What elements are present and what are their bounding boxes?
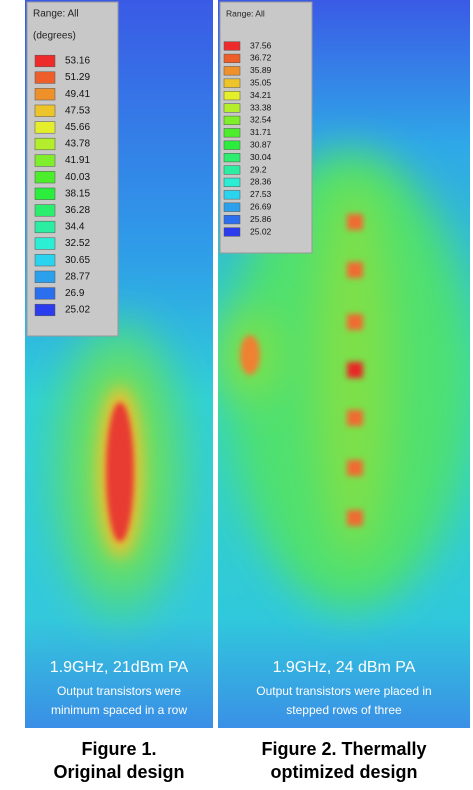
legend: Range: All 37.56 36.72 35.89 35.05 34.21 33.38… [219, 1, 313, 254]
legend-value: 27.53 [250, 189, 272, 199]
legend-swatch [223, 215, 241, 225]
legend-value: 32.52 [65, 238, 90, 249]
legend-value: 30.65 [65, 255, 90, 266]
legend-swatch [223, 177, 241, 187]
legend-swatch [223, 53, 241, 63]
legend-swatch [34, 88, 56, 101]
legend-swatch [223, 153, 241, 163]
legend-swatch [223, 190, 241, 200]
hot-spot [347, 214, 363, 230]
legend-swatch [223, 115, 241, 125]
legend-box [26, 1, 119, 337]
map-note: Output transistors were placed in [256, 684, 431, 698]
legend-swatch [34, 287, 56, 300]
legend-value: 41.91 [65, 155, 90, 166]
legend-swatch [223, 78, 241, 88]
legend-swatch [223, 140, 241, 150]
map-note: minimum spaced in a row [51, 703, 187, 717]
legend-value: 31.71 [250, 127, 272, 137]
legend-value: 30.87 [250, 139, 272, 149]
legend-value: 29.2 [250, 164, 267, 174]
legend-value: 34.4 [65, 222, 85, 233]
legend-swatch [34, 171, 56, 184]
legend-value: 36.28 [65, 205, 90, 216]
legend-value: 47.53 [65, 105, 90, 116]
legend-value: 43.78 [65, 139, 90, 150]
legend-swatch [223, 165, 241, 175]
legend-value: 26.9 [65, 288, 85, 299]
legend-value: 36.72 [250, 53, 272, 63]
hot-spot [347, 460, 363, 476]
legend-swatch [34, 220, 56, 234]
legend-swatch [223, 103, 241, 113]
legend-value: 25.86 [250, 214, 272, 224]
legend-value: 38.15 [65, 188, 90, 199]
legend: Range: All (degrees) 53.16 51.29 49.41 47.53 4… [26, 1, 119, 337]
hot-spot [347, 314, 363, 330]
legend-swatch [34, 237, 56, 250]
legend-swatch [223, 66, 241, 76]
legend-value: 28.36 [250, 177, 272, 187]
legend-unit: (degrees) [33, 31, 76, 42]
figure-caption: Figure 2. Thermally [261, 739, 426, 759]
figure-caption: optimized design [270, 762, 417, 782]
legend-swatch [34, 54, 56, 68]
legend-value: 25.02 [65, 305, 90, 316]
legend-swatch [34, 254, 56, 267]
legend-swatch [223, 227, 241, 237]
legend-value: 26.69 [250, 201, 272, 211]
legend-value: 32.54 [250, 115, 272, 125]
legend-swatch [223, 41, 241, 51]
map-heading: 1.9GHz, 21dBm PA [50, 659, 189, 676]
legend-value: 45.66 [65, 122, 90, 133]
legend-swatch [34, 154, 56, 167]
thermal-map-1 [25, 0, 213, 728]
legend-value: 49.41 [65, 89, 90, 100]
legend-value: 37.56 [250, 40, 272, 50]
legend-swatch [34, 104, 56, 117]
legend-value: 33.38 [250, 102, 272, 112]
hot-spot [347, 410, 363, 426]
legend-swatch [223, 202, 241, 212]
figure-caption: Figure 1. [81, 739, 156, 759]
legend-swatch [34, 121, 56, 134]
legend-swatch [34, 303, 56, 317]
legend-swatch [34, 204, 56, 217]
hot-spot [347, 362, 363, 378]
legend-range: Range: All [33, 9, 79, 20]
legend-value: 28.77 [65, 271, 90, 282]
legend-swatch [223, 128, 241, 138]
map-note: stepped rows of three [286, 703, 402, 717]
map-note: Output transistors were [57, 684, 181, 698]
legend-swatch [34, 270, 56, 283]
legend-value: 35.89 [250, 65, 272, 75]
hot-spot [347, 510, 363, 526]
legend-value: 51.29 [65, 72, 90, 83]
legend-value: 34.21 [250, 90, 272, 100]
legend-swatch [34, 137, 56, 151]
legend-value: 40.03 [65, 172, 90, 183]
legend-value: 25.02 [250, 226, 272, 236]
hot-spot [347, 262, 363, 278]
figure-caption: Original design [53, 762, 184, 782]
map-heading: 1.9GHz, 24 dBm PA [273, 659, 416, 676]
legend-swatch [34, 187, 56, 200]
legend-swatch [223, 91, 241, 101]
legend-value: 35.05 [250, 77, 272, 87]
legend-range: Range: All [226, 8, 265, 18]
legend-value: 30.04 [250, 152, 272, 162]
legend-swatch [34, 71, 56, 84]
legend-value: 53.16 [65, 56, 90, 67]
